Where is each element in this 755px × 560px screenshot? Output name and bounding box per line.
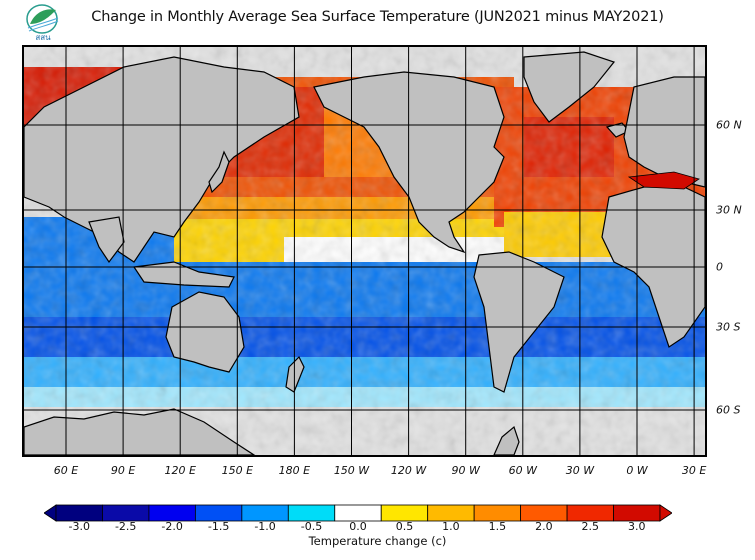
longitude-label: 60 W (508, 464, 537, 477)
leaf-icon (30, 9, 56, 24)
longitude-label: 30 E (681, 464, 707, 477)
colorbar-segment (566, 504, 614, 522)
colorbar-extend-high (659, 504, 672, 522)
organization-logo: สสน (26, 4, 59, 42)
colorbar-tick-label: -1.0 (254, 520, 276, 533)
colorbar-segment (520, 504, 568, 522)
colorbar-tick-label: -2.5 (114, 520, 137, 533)
land-masses (24, 51, 705, 455)
longitude-label: 90 W (451, 464, 480, 477)
colorbar-segment (194, 504, 243, 522)
latitude-label: 60 S (716, 403, 741, 417)
colorbar-segment (102, 504, 150, 522)
sst-change-map (22, 45, 707, 457)
latitude-label: 60 N (716, 118, 742, 132)
graticule (24, 47, 705, 455)
longitude-label: 150 W (333, 464, 370, 477)
colorbar-extend-low (44, 504, 57, 522)
colorbar-segment (148, 504, 196, 522)
latitude-label: 30 S (716, 320, 741, 334)
longitude-label: 60 E (53, 464, 79, 477)
longitude-label: 120 W (390, 464, 427, 477)
latitude-label: 30 N (716, 203, 742, 217)
land-japan (208, 150, 230, 194)
colorbar-tick-label: 0.0 (349, 520, 367, 533)
map-canvas (24, 47, 705, 455)
longitude-label: 180 E (278, 464, 311, 477)
logo-ring-icon (26, 4, 58, 34)
colorbar-segment (55, 504, 103, 522)
map-title: Change in Monthly Average Sea Surface Te… (91, 9, 664, 25)
colorbar-segment (241, 504, 289, 522)
colorbar-tick-label: 2.5 (581, 520, 600, 533)
land-antarctic-peninsula (493, 425, 520, 455)
longitude-label: 30 W (565, 464, 595, 477)
land-antarctica (24, 408, 256, 455)
colorbar-tick-label: 0.5 (395, 520, 414, 533)
colorbar-tick-label: -1.5 (207, 520, 230, 533)
land-indonesia (132, 261, 235, 288)
land-new-zealand (285, 355, 305, 393)
colorbar-label: Temperature change (c) (308, 534, 447, 548)
colorbar-segment (473, 504, 522, 522)
colorbar-tick-label: 1.5 (488, 520, 507, 533)
latitude-label: 0 (716, 260, 723, 274)
colorbar-tick-label: 1.0 (442, 520, 460, 533)
longitude-label: 0 W (626, 464, 648, 477)
colorbar-tick-label: -0.5 (300, 520, 323, 533)
colorbar-segment (427, 504, 475, 522)
land-south-america (473, 251, 565, 393)
colorbar-segment (380, 504, 429, 522)
colorbar (44, 504, 672, 522)
colorbar-tick-label: 2.0 (535, 520, 553, 533)
colorbar-segment (287, 504, 336, 522)
colorbar-segment (334, 504, 382, 522)
logo-text: สสน (35, 33, 51, 42)
longitude-label: 150 E (221, 464, 254, 477)
colorbar-tick-label: 3.0 (628, 520, 646, 533)
land-australia (165, 291, 245, 373)
land-india (88, 216, 125, 264)
land-greenland (523, 51, 616, 123)
longitude-label: 90 E (110, 464, 136, 477)
longitude-label: 120 E (164, 464, 196, 477)
colorbar-tick-label: -3.0 (68, 520, 90, 533)
colorbar-segment (613, 504, 661, 522)
colorbar-tick-label: -2.0 (161, 520, 183, 533)
land-eurasia (24, 56, 300, 263)
mediterranean-sea (627, 171, 700, 190)
